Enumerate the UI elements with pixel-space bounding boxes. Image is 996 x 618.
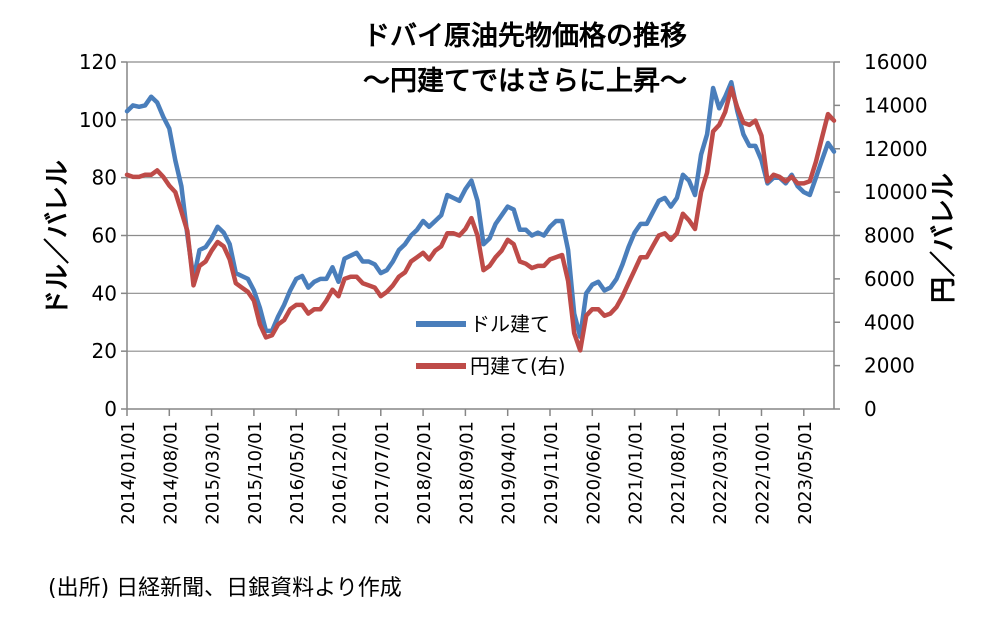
chart-subtitle: ～円建てではさらに上昇～ — [363, 66, 687, 97]
x-tick-label: 2016/12/01 — [329, 421, 350, 525]
series-line-usd — [124, 79, 837, 339]
x-tick-label: 2015/10/01 — [245, 421, 266, 525]
x-tick-label: 2014/01/01 — [118, 421, 139, 525]
x-tick-label: 2015/03/01 — [203, 421, 224, 525]
axes — [121, 61, 840, 416]
x-tick-label: 2014/08/01 — [160, 421, 181, 525]
x-tick-label: 2018/09/01 — [456, 421, 477, 525]
y-right-tick-label: 14000 — [864, 93, 928, 117]
legend: ドル建て 円建て(右) — [416, 312, 566, 378]
x-tick-label: 2018/02/01 — [414, 421, 435, 525]
chart-title: ドバイ原油先物価格の推移 — [363, 21, 687, 52]
y-right-label: 円／バレル — [929, 173, 959, 303]
y-left-tick-label: 0 — [104, 397, 117, 421]
y-left-tick-label: 100 — [79, 108, 117, 132]
x-tick-label: 2019/11/01 — [541, 421, 562, 525]
x-tick-label: 2023/05/01 — [795, 421, 816, 525]
y-left-tick-label: 20 — [92, 339, 117, 363]
y-right-tick-label: 6000 — [864, 267, 915, 291]
source-note: (出所) 日経新聞、日銀資料より作成 — [48, 576, 402, 601]
series-line-jpy — [124, 85, 837, 353]
y-right-tick-label: 10000 — [864, 180, 928, 204]
x-tick-label: 2021/08/01 — [668, 421, 689, 525]
x-tick-label: 2019/04/01 — [499, 421, 520, 525]
legend-label-usd: ドル建て — [470, 312, 550, 336]
y-right-tick-label: 4000 — [864, 310, 915, 334]
legend-label-jpy: 円建て(右) — [470, 354, 566, 378]
y-left-tick-label: 120 — [79, 50, 117, 74]
y-right-tick-label: 12000 — [864, 137, 928, 161]
x-tick-label: 2021/01/01 — [626, 421, 647, 525]
x-tick-label: 2022/03/01 — [710, 421, 731, 525]
y-right-tick-label: 8000 — [864, 224, 915, 248]
y-left-tick-label: 80 — [92, 166, 117, 190]
x-tick-label: 2017/07/01 — [372, 421, 393, 525]
axis-labels: 0 20 40 60 80 100 120 0 2000 4000 6000 8000 10000 120… — [79, 50, 928, 525]
x-tick-label: 2022/10/01 — [752, 421, 773, 525]
y-right-tick-label: 16000 — [864, 50, 928, 74]
series-lines — [124, 79, 837, 353]
x-tick-label: 2016/05/01 — [287, 421, 308, 525]
y-left-tick-label: 60 — [92, 224, 117, 248]
y-right-tick-label: 2000 — [864, 354, 915, 378]
y-left-label: ドル／バレル — [43, 160, 73, 316]
x-tick-label: 2020/06/01 — [583, 421, 604, 525]
y-left-tick-label: 40 — [92, 281, 117, 305]
y-right-tick-label: 0 — [864, 397, 877, 421]
